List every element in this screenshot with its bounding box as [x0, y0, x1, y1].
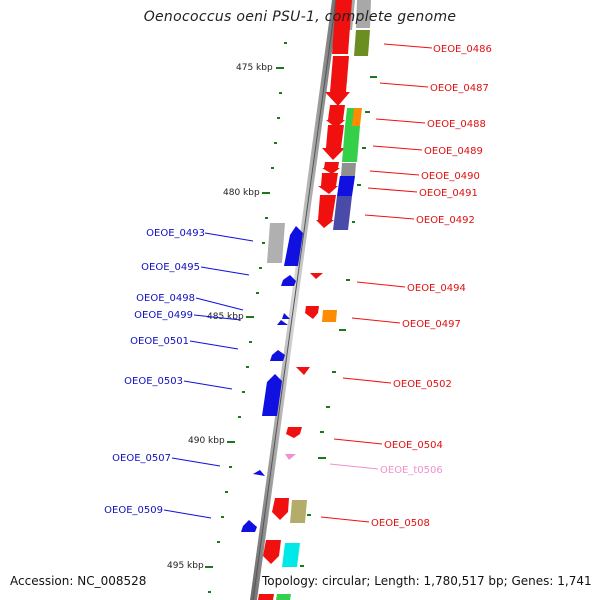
gene-label-oeoe-0509[interactable]: OEOE_0509 [104, 505, 163, 516]
gene-red-0504 [286, 427, 302, 438]
gene-blue-0507 [253, 470, 265, 476]
gene-label-oeoe-0488[interactable]: OEOE_0488 [427, 119, 486, 130]
gene-pink-t0506 [285, 454, 296, 460]
left-leader-lines [163, 232, 254, 519]
gene-label-oeoe-0487[interactable]: OEOE_0487 [430, 83, 489, 94]
topology-text: Topology: circular; Length: 1,780,517 bp… [262, 574, 592, 588]
left-tick-marks [205, 42, 287, 593]
gene-orange-0497 [322, 310, 337, 322]
gene-label-oeoe-0498[interactable]: OEOE_0498 [136, 293, 195, 304]
right-leader-lines [320, 43, 433, 523]
gene-blue-0503 [262, 374, 282, 416]
gene-grey-0490 [341, 163, 356, 176]
gene-red-0489 [322, 125, 345, 160]
gene-label-oeoe-0497[interactable]: OEOE_0497 [402, 319, 461, 330]
gene-blue-0493 [284, 226, 303, 266]
gene-red-0487 [325, 56, 350, 106]
gene-label-oeoe-0489[interactable]: OEOE_0489 [424, 146, 483, 157]
forward-strand-genes [258, 0, 371, 600]
gene-green-0489 [342, 126, 360, 162]
gene-blue-0498 [282, 313, 290, 319]
gene-label-oeoe-0502[interactable]: OEOE_0502 [393, 379, 452, 390]
scale-label-475: 475 kbp [236, 63, 273, 73]
gene-grey-top-2 [356, 0, 371, 28]
gene-blue-0501 [270, 350, 285, 361]
scale-label-490: 490 kbp [188, 436, 225, 446]
gene-label-oeoe-0494[interactable]: OEOE_0494 [407, 283, 466, 294]
gene-red-0494 [310, 273, 323, 279]
right-tick-marks [300, 76, 377, 567]
gene-blue-0495 [281, 275, 296, 286]
gene-label-oeoe-0491[interactable]: OEOE_0491 [419, 188, 478, 199]
gene-red-0510 [263, 540, 281, 564]
gene-red-0491 [318, 173, 338, 194]
gene-orange-0488 [352, 108, 362, 126]
gene-khaki-0508 [290, 500, 307, 523]
gene-label-oeoe-0499[interactable]: OEOE_0499 [134, 310, 193, 321]
scale-label-495: 495 kbp [167, 561, 204, 571]
gene-label-oeoe-0504[interactable]: OEOE_0504 [384, 440, 443, 451]
gene-blue-0499 [277, 320, 288, 325]
gene-red-0488 [326, 105, 345, 128]
gene-label-oeoe-0495[interactable]: OEOE_0495 [141, 262, 200, 273]
gene-label-oeoe-0490[interactable]: OEOE_0490 [421, 171, 480, 182]
gene-cyan-0510 [282, 543, 300, 567]
gene-label-oeoe-0507[interactable]: OEOE_0507 [112, 453, 171, 464]
gene-red-0492 [316, 195, 336, 228]
gene-red-0508 [272, 498, 289, 520]
gene-label-oeoe-0503[interactable]: OEOE_0503 [124, 376, 183, 387]
gene-blue-0491 [337, 176, 355, 196]
gene-red-0497 [305, 306, 319, 319]
gene-olive-0486 [354, 30, 370, 56]
accession-text: Accession: NC_008528 [10, 574, 147, 588]
gene-label-oeoe-0508[interactable]: OEOE_0508 [371, 518, 430, 529]
gene-red-0486 [332, 0, 352, 54]
gene-label-oeoe-0501[interactable]: OEOE_0501 [130, 336, 189, 347]
right-gene-labels: OEOE_0486 OEOE_0487 OEOE_0488 OEOE_0489 … [371, 44, 492, 529]
gene-blue-0509 [241, 520, 257, 532]
scale-labels: 475 kbp 480 kbp 485 kbp 490 kbp 495 kbp [167, 63, 273, 571]
gene-label-oeoe-0486[interactable]: OEOE_0486 [433, 44, 492, 55]
gene-green-bottom [276, 594, 291, 600]
gene-label-oeoe-0493[interactable]: OEOE_0493 [146, 228, 205, 239]
gene-red-bottom [258, 594, 274, 600]
scale-label-480: 480 kbp [223, 188, 260, 198]
gene-label-oeoe-0492[interactable]: OEOE_0492 [416, 215, 475, 226]
scale-label-485: 485 kbp [207, 312, 244, 322]
gene-red-0490 [322, 162, 340, 174]
gene-red-0502 [296, 367, 310, 375]
gene-label-oeoe-t0506[interactable]: OEOE_t0506 [380, 465, 443, 476]
gene-navy-0492 [333, 196, 352, 230]
left-gene-labels: OEOE_0493 OEOE_0495 OEOE_0498 OEOE_0499 … [104, 228, 205, 516]
map-title: Oenococcus oeni PSU-1, complete genome [143, 9, 457, 25]
reverse-strand-genes [241, 223, 303, 532]
gene-grey-0493 [267, 223, 285, 263]
